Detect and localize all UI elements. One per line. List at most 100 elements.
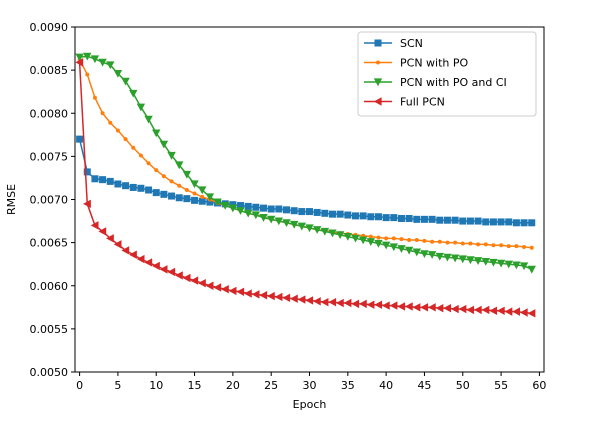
- data-point: [366, 238, 376, 246]
- data-point: [113, 240, 122, 249]
- data-point: [336, 210, 344, 218]
- data-point: [343, 232, 353, 241]
- data-point: [244, 202, 252, 210]
- y-tick-label: 0.0065: [30, 237, 69, 250]
- data-point: [160, 190, 168, 198]
- data-point: [236, 287, 245, 296]
- data-point: [328, 297, 337, 307]
- data-point: [122, 182, 130, 190]
- data-point: [184, 188, 189, 193]
- data-point: [420, 303, 429, 312]
- data-point: [213, 283, 222, 292]
- data-point: [412, 303, 421, 312]
- data-point: [321, 209, 329, 217]
- data-point: [200, 194, 205, 199]
- data-point: [297, 222, 307, 231]
- data-point: [106, 234, 114, 243]
- data-point: [427, 303, 436, 312]
- data-point: [145, 186, 153, 194]
- data-point: [129, 183, 137, 191]
- data-point: [473, 305, 482, 315]
- data-point: [152, 129, 161, 138]
- series-full-pcn: [75, 58, 536, 318]
- data-point: [91, 175, 99, 183]
- data-point: [183, 195, 191, 203]
- data-point: [443, 216, 451, 224]
- data-point: [505, 218, 513, 226]
- data-point: [115, 128, 120, 133]
- data-point: [496, 306, 505, 315]
- data-point: [491, 243, 496, 248]
- data-point: [106, 177, 114, 185]
- data-point: [206, 198, 214, 206]
- data-point: [283, 206, 291, 214]
- data-point: [482, 218, 490, 226]
- data-point: [161, 174, 166, 179]
- x-tick-label: 30: [303, 379, 317, 392]
- data-point: [496, 259, 506, 268]
- data-point: [98, 58, 107, 67]
- data-point: [75, 53, 84, 62]
- x-tick-label: 35: [341, 379, 355, 392]
- data-point: [90, 55, 100, 64]
- data-point: [136, 103, 146, 112]
- data-point: [437, 239, 442, 244]
- data-point: [298, 208, 306, 216]
- data-point: [113, 69, 123, 78]
- data-point: [190, 180, 199, 189]
- data-point: [83, 168, 91, 176]
- data-point: [412, 248, 421, 257]
- data-point: [191, 196, 199, 204]
- x-tick-label: 60: [532, 379, 546, 392]
- data-point: [213, 198, 222, 207]
- data-point: [251, 290, 260, 299]
- data-point: [169, 179, 174, 184]
- data-point: [420, 215, 428, 223]
- y-tick-label: 0.0085: [30, 64, 69, 77]
- data-point: [190, 276, 199, 285]
- data-point: [251, 211, 261, 220]
- data-point: [374, 213, 382, 221]
- data-point: [266, 291, 275, 301]
- data-point: [335, 231, 345, 240]
- x-tick-label: 40: [379, 379, 393, 392]
- data-point: [168, 192, 176, 200]
- data-point: [351, 234, 360, 243]
- data-point: [205, 281, 214, 290]
- data-point: [414, 238, 419, 243]
- data-point: [182, 273, 191, 283]
- data-point: [376, 235, 381, 240]
- data-point: [198, 186, 207, 195]
- data-point: [458, 304, 467, 314]
- data-point: [106, 61, 115, 70]
- data-point: [198, 278, 206, 288]
- data-point: [399, 237, 404, 242]
- data-point: [391, 236, 396, 241]
- data-point: [267, 205, 275, 213]
- data-point: [351, 212, 359, 220]
- data-point: [129, 250, 137, 259]
- data-point: [367, 213, 375, 221]
- data-point: [368, 234, 373, 239]
- data-point: [528, 219, 536, 227]
- legend-marker: [374, 39, 382, 47]
- data-point: [506, 244, 511, 249]
- x-axis-label: Epoch: [293, 398, 327, 411]
- data-point: [504, 260, 513, 269]
- data-point: [344, 211, 352, 219]
- data-point: [282, 219, 291, 227]
- data-point: [397, 214, 405, 222]
- data-point: [228, 286, 237, 296]
- data-point: [466, 256, 475, 265]
- data-point: [405, 214, 413, 222]
- data-point: [305, 224, 314, 233]
- data-point: [473, 257, 483, 265]
- legend-marker: [373, 78, 383, 87]
- data-point: [137, 184, 145, 192]
- data-point: [382, 214, 390, 222]
- data-point: [123, 137, 128, 142]
- data-point: [313, 208, 321, 216]
- legend-marker: [373, 97, 382, 106]
- data-point: [384, 236, 389, 241]
